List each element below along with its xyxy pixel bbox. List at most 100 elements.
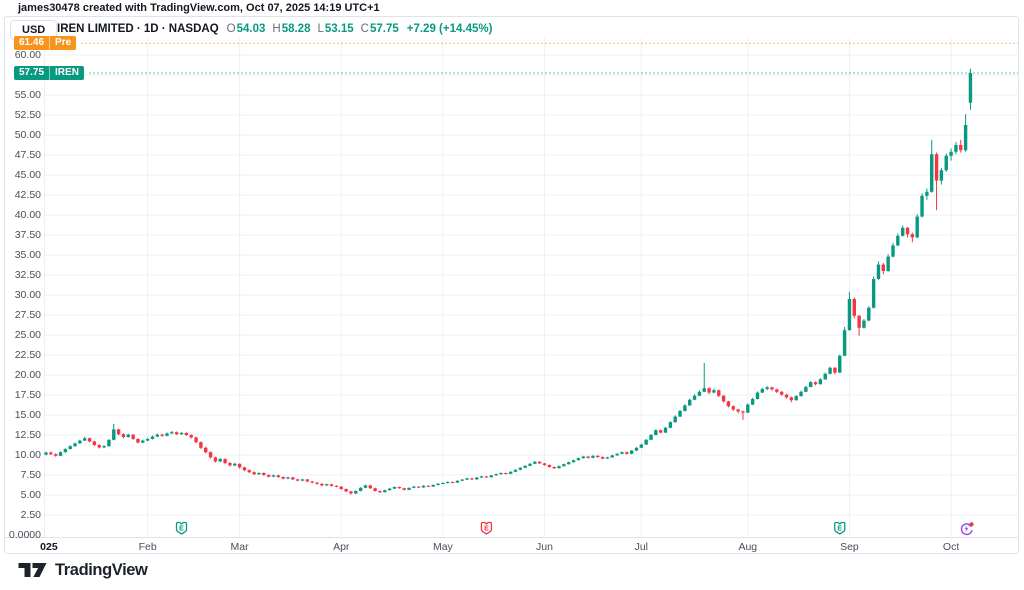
candle xyxy=(194,436,198,444)
x-axis-label: Mar xyxy=(230,541,249,553)
earnings-icon[interactable]: E xyxy=(480,521,493,535)
premarket-price: 61.46 xyxy=(19,37,45,49)
candle xyxy=(688,398,692,406)
candle xyxy=(102,445,106,449)
candle xyxy=(910,232,915,243)
candle xyxy=(944,153,948,172)
candle xyxy=(87,437,92,443)
candle xyxy=(576,457,581,461)
y-axis-label: 25.00 xyxy=(14,329,41,341)
candle xyxy=(412,486,416,489)
candle xyxy=(644,439,648,445)
candle xyxy=(266,474,271,478)
candle xyxy=(828,366,832,375)
candle xyxy=(431,484,435,487)
candle xyxy=(537,461,542,464)
corporate-event-icon[interactable] xyxy=(960,522,974,536)
candle xyxy=(315,482,319,485)
candle xyxy=(165,432,169,437)
candle xyxy=(557,465,561,469)
candle xyxy=(83,436,87,441)
candle xyxy=(184,432,189,436)
candle xyxy=(542,463,547,466)
last-price-badge: 57.75 IREN xyxy=(14,66,84,80)
earnings-icon[interactable]: E xyxy=(834,521,846,535)
candle xyxy=(78,439,82,444)
x-axis-label: Apr xyxy=(333,541,350,553)
candle xyxy=(547,464,552,468)
earnings-icon[interactable]: E xyxy=(175,521,188,535)
candle xyxy=(305,479,310,483)
candle xyxy=(92,440,97,447)
candle xyxy=(354,490,358,495)
candle xyxy=(731,405,735,411)
candle xyxy=(804,385,808,393)
symbol-title: IREN LIMITED · 1D · NASDAQ xyxy=(57,23,219,35)
candle xyxy=(97,444,101,449)
candle xyxy=(58,451,63,457)
candle xyxy=(397,486,402,489)
candle xyxy=(596,455,600,458)
time-axis[interactable]: 2025 Feb Mar Apr May Jun Jul Aug Sep Oct xyxy=(40,540,1022,555)
candle xyxy=(717,389,721,397)
candle xyxy=(174,431,179,435)
candle xyxy=(237,463,242,469)
y-axis-label: 40.00 xyxy=(14,209,41,221)
candle xyxy=(358,487,363,492)
candle xyxy=(900,225,905,237)
candle xyxy=(131,434,135,440)
y-axis-label: 32.50 xyxy=(14,269,41,281)
candle xyxy=(392,486,397,489)
candle xyxy=(915,214,919,239)
candle xyxy=(629,450,634,455)
y-axis-label: 0.0000 xyxy=(8,529,41,541)
candle xyxy=(775,388,779,393)
candle xyxy=(73,442,77,447)
candle xyxy=(257,472,261,475)
candle xyxy=(639,443,644,449)
candle xyxy=(750,397,755,405)
candle xyxy=(600,456,605,460)
tradingview-logo[interactable]: TradingView xyxy=(18,561,148,580)
candle xyxy=(649,434,653,441)
candle xyxy=(721,395,726,403)
currency-button[interactable]: USD xyxy=(10,20,58,40)
candle xyxy=(494,473,498,476)
candle xyxy=(300,478,305,482)
candle xyxy=(794,395,798,401)
svg-text:E: E xyxy=(179,525,184,532)
candle xyxy=(562,463,566,467)
candle xyxy=(141,439,145,444)
candle xyxy=(213,456,218,463)
candle xyxy=(523,465,527,469)
x-axis-label: 2025 xyxy=(40,541,58,553)
candle xyxy=(813,381,818,386)
y-axis-label: 30.00 xyxy=(14,289,41,301)
candle xyxy=(857,315,861,336)
candle xyxy=(421,485,426,488)
ohlc-value: L 53.15 xyxy=(317,23,354,35)
candle xyxy=(809,381,813,388)
candle xyxy=(784,393,789,399)
candle xyxy=(746,403,750,413)
candle xyxy=(363,484,368,489)
candle xyxy=(726,400,731,408)
candle xyxy=(823,372,827,380)
candle xyxy=(925,188,929,200)
candle xyxy=(610,454,614,458)
candle xyxy=(179,431,184,435)
candle xyxy=(387,487,392,491)
candle xyxy=(513,469,518,473)
y-axis-label: 22.50 xyxy=(14,349,41,361)
price-scale[interactable]: 60.00 55.00 52.50 50.00 47.50 45.00 42.50 40.00… xyxy=(0,38,41,541)
candle xyxy=(634,447,639,451)
candle xyxy=(760,387,765,393)
candle xyxy=(934,152,939,211)
y-axis-label: 55.00 xyxy=(14,89,41,101)
svg-text:E: E xyxy=(484,525,489,532)
candle xyxy=(581,455,585,459)
candle xyxy=(252,471,256,475)
candle xyxy=(707,387,711,395)
candle xyxy=(479,475,484,479)
